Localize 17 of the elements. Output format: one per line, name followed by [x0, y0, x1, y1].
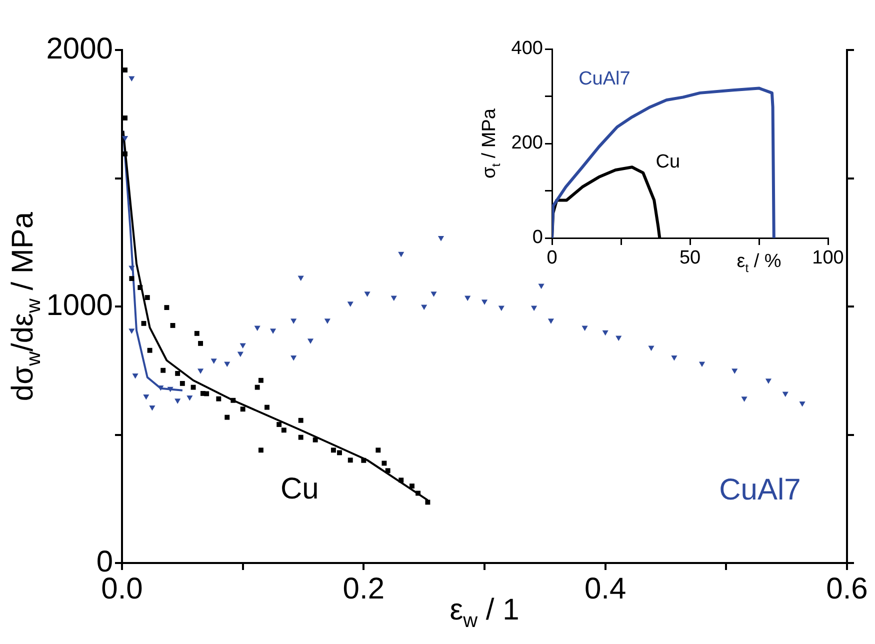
text: CuAl7 [719, 473, 801, 506]
y-tick-label: 200 [511, 132, 543, 154]
x-tick-label: 100 [812, 248, 844, 269]
y-axis-title: σt / MPa [479, 108, 503, 178]
x-tick-label: 50 [679, 248, 701, 269]
y-axis-title: dσw/dεw / MPa [6, 212, 46, 402]
y-tick-label: 0 [532, 227, 543, 248]
series-label: Cu [280, 472, 319, 506]
series-label: CuAl7 [578, 68, 630, 90]
x-tick-label: 0.4 [584, 572, 626, 606]
y-tick-label: 1000 [46, 288, 113, 322]
x-tick-label: 0.2 [342, 572, 385, 606]
x-tick-label: 0.6 [826, 572, 868, 606]
series-label: Cu [656, 152, 680, 173]
x-tick-label: 0 [546, 248, 558, 269]
y-tick-label: 2000 [46, 32, 113, 66]
y-tick-label: 400 [511, 38, 543, 60]
